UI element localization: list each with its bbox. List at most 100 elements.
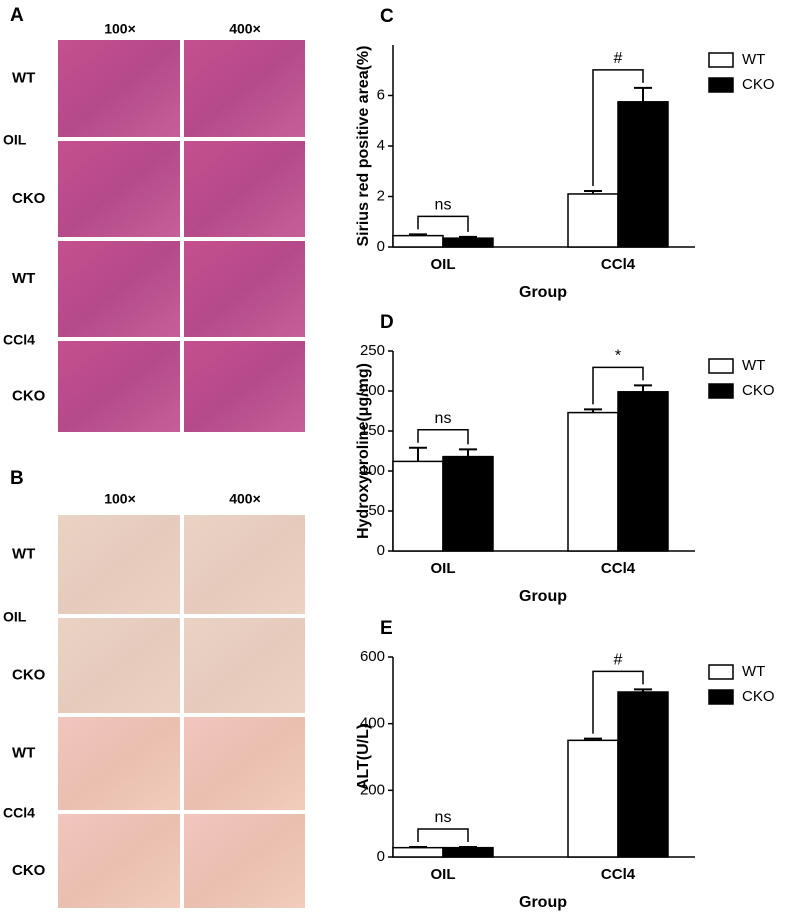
bar	[442, 237, 494, 248]
y-tick-label: 6	[377, 86, 385, 103]
bar	[442, 846, 494, 858]
legend-label: WT	[742, 357, 765, 374]
micrograph	[58, 40, 180, 137]
y-axis-label: Hydroxyproline(μg/mg)	[355, 363, 372, 539]
panel-label: C	[380, 6, 394, 27]
bar	[567, 739, 619, 858]
micrograph	[58, 814, 180, 908]
bar	[617, 101, 669, 248]
genotype-label: CKO	[12, 190, 46, 207]
group-label: OIL	[3, 132, 27, 148]
x-axis-label: Group	[519, 588, 567, 605]
micrograph	[58, 141, 180, 237]
column-label: 400×	[229, 21, 261, 37]
error-bar	[634, 384, 652, 392]
y-axis-label: Sirius red positive area(%)	[355, 46, 372, 247]
column-label: 100×	[104, 491, 136, 507]
error-bar	[634, 86, 652, 102]
significance-label: ns	[435, 809, 452, 826]
significance-bracket	[592, 69, 644, 186]
genotype-label: WT	[12, 545, 35, 562]
y-tick-label: 0	[377, 848, 385, 865]
x-tick-label: OIL	[431, 256, 456, 273]
y-tick-label: 2	[377, 187, 385, 204]
y-tick-label: 200	[360, 382, 385, 399]
legend-swatch	[708, 358, 734, 374]
x-tick-label: CCl4	[601, 256, 636, 273]
micrograph	[184, 618, 305, 713]
significance-label: *	[615, 348, 621, 365]
micrograph	[58, 241, 180, 337]
x-tick-label: OIL	[431, 866, 456, 883]
y-tick-label: 250	[360, 342, 385, 359]
genotype-label: CKO	[12, 387, 46, 404]
bar	[442, 455, 494, 552]
legend-swatch	[708, 52, 734, 68]
y-tick-label: 50	[368, 502, 385, 519]
error-bar	[409, 446, 427, 462]
significance-bracket	[417, 215, 469, 232]
panel-label: A	[10, 5, 24, 26]
micrograph	[184, 717, 305, 810]
column-label: 400×	[229, 491, 261, 507]
micrograph	[58, 618, 180, 713]
group-label: CCl4	[3, 332, 35, 348]
genotype-label: WT	[12, 270, 35, 287]
significance-bracket	[417, 429, 469, 445]
error-bar	[459, 448, 477, 457]
group-label: CCl4	[3, 805, 35, 821]
micrograph	[184, 241, 305, 337]
genotype-label: WT	[12, 69, 35, 86]
group-label: OIL	[3, 609, 27, 625]
x-tick-label: CCl4	[601, 560, 636, 577]
x-tick-label: CCl4	[601, 866, 636, 883]
significance-label: #	[614, 50, 623, 67]
panel-label: B	[10, 468, 24, 489]
y-tick-label: 4	[377, 137, 385, 154]
significance-label: #	[614, 652, 623, 669]
legend-swatch	[708, 383, 734, 399]
genotype-label: CKO	[12, 862, 46, 879]
bar	[567, 411, 619, 552]
y-tick-label: 100	[360, 462, 385, 479]
significance-bracket	[592, 366, 644, 405]
significance-label: ns	[435, 197, 452, 214]
y-tick-label: 0	[377, 238, 385, 255]
micrograph	[58, 717, 180, 810]
panel-label: D	[380, 312, 394, 333]
legend-swatch	[708, 689, 734, 705]
micrograph	[58, 341, 180, 432]
legend-swatch	[708, 664, 734, 680]
significance-bracket	[592, 670, 644, 734]
bar	[392, 460, 444, 552]
micrograph	[184, 40, 305, 137]
column-label: 100×	[104, 21, 136, 37]
legend-label: WT	[742, 51, 765, 68]
bar	[567, 193, 619, 248]
y-axis-label: ALT(U/L)	[355, 724, 372, 790]
micrograph	[58, 515, 180, 614]
micrograph	[184, 341, 305, 432]
micrograph	[184, 515, 305, 614]
y-tick-label: 200	[360, 781, 385, 798]
bar	[617, 691, 669, 858]
y-tick-label: 150	[360, 422, 385, 439]
y-tick-label: 0	[377, 542, 385, 559]
legend-label: CKO	[742, 382, 775, 399]
legend-label: CKO	[742, 688, 775, 705]
micrograph	[184, 141, 305, 237]
significance-label: ns	[435, 410, 452, 427]
legend-swatch	[708, 77, 734, 93]
y-tick-label: 600	[360, 648, 385, 665]
bar	[392, 234, 444, 248]
x-tick-label: OIL	[431, 560, 456, 577]
genotype-label: WT	[12, 744, 35, 761]
x-axis-label: Group	[519, 284, 567, 301]
panel-label: E	[380, 618, 393, 639]
genotype-label: CKO	[12, 666, 46, 683]
bar	[617, 391, 669, 552]
legend-label: WT	[742, 663, 765, 680]
significance-bracket	[417, 828, 469, 842]
y-tick-label: 400	[360, 715, 385, 732]
